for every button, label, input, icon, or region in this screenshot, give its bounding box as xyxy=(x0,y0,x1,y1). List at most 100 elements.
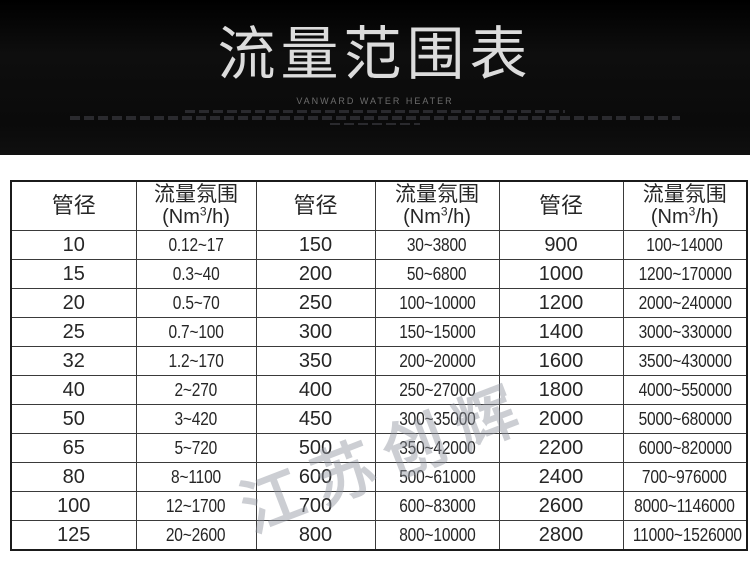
flow-header-unit: (Nm3/h) xyxy=(650,203,719,228)
flow-range-cell: 350~42000 xyxy=(374,433,500,463)
pipe-diameter-cell: 300 xyxy=(255,317,376,347)
flow-table-section: 管径 流量氛围 (Nm3/h) 管径 流量氛围 (Nm3/h) 管径 流量氛围 … xyxy=(10,180,748,551)
pipe-diameter-cell: 32 xyxy=(10,346,137,376)
flow-range-cell: 11000~1526000 xyxy=(622,520,748,551)
flow-range-cell: 30~3800 xyxy=(374,230,500,260)
flow-range-cell: 200~20000 xyxy=(374,346,500,376)
flow-range-cell: 700~976000 xyxy=(622,462,748,492)
spec-sheet: 流量范围表 VANWARD WATER HEATER 管径 流量氛围 (Nm3/… xyxy=(0,0,750,551)
flow-range-cell: 5000~680000 xyxy=(622,404,748,434)
flow-range-cell: 3500~430000 xyxy=(622,346,748,376)
flow-range-header: 流量氛围 (Nm3/h) xyxy=(374,180,500,231)
pipe-diameter-cell: 80 xyxy=(10,462,137,492)
table-row: 80 8~1100 600 500~61000 2400 700~976000 xyxy=(10,462,748,492)
flow-range-cell: 600~83000 xyxy=(374,491,500,521)
pipe-diameter-cell: 125 xyxy=(10,520,137,551)
table-row: 32 1.2~170 350 200~20000 1600 3500~43000… xyxy=(10,346,748,376)
flow-header-label: 流量氛围 xyxy=(154,183,238,207)
pipe-diameter-cell: 700 xyxy=(255,491,376,521)
pipe-diameter-cell: 10 xyxy=(10,230,137,260)
pipe-diameter-cell: 400 xyxy=(255,375,376,405)
pipe-diameter-cell: 40 xyxy=(10,375,137,405)
table-row: 50 3~420 450 300~35000 2000 5000~680000 xyxy=(10,404,748,434)
flow-range-cell: 8000~1146000 xyxy=(622,491,748,521)
flow-range-cell: 250~27000 xyxy=(374,375,500,405)
flow-range-cell: 2000~240000 xyxy=(622,288,748,318)
table-row: 20 0.5~70 250 100~10000 1200 2000~240000 xyxy=(10,288,748,318)
pipe-diameter-cell: 2200 xyxy=(498,433,624,463)
flow-range-cell: 100~10000 xyxy=(374,288,500,318)
pipe-diameter-cell: 65 xyxy=(10,433,137,463)
pipe-diameter-cell: 800 xyxy=(255,520,376,551)
flow-range-cell: 150~15000 xyxy=(374,317,500,347)
flow-header-unit: (Nm3/h) xyxy=(403,203,471,228)
flow-range-cell: 1.2~170 xyxy=(135,346,257,376)
pipe-diameter-cell: 350 xyxy=(255,346,376,376)
pipe-diameter-cell: 2600 xyxy=(498,491,624,521)
table-row: 125 20~2600 800 800~10000 2800 11000~152… xyxy=(10,520,748,551)
table-row: 25 0.7~100 300 150~15000 1400 3000~33000… xyxy=(10,317,748,347)
flow-header-unit: (Nm3/h) xyxy=(162,203,230,228)
pipe-diameter-cell: 450 xyxy=(255,404,376,434)
fine-print-line xyxy=(185,110,565,113)
pipe-diameter-cell: 1200 xyxy=(498,288,624,318)
flow-range-cell: 0.12~17 xyxy=(135,230,257,260)
flow-header-label: 流量氛围 xyxy=(642,183,727,207)
fine-print-lines xyxy=(0,110,750,125)
flow-range-header: 流量氛围 (Nm3/h) xyxy=(135,180,257,231)
pipe-diameter-cell: 900 xyxy=(498,230,624,260)
table-row: 40 2~270 400 250~27000 1800 4000~550000 xyxy=(10,375,748,405)
flow-range-cell: 800~10000 xyxy=(374,520,500,551)
pipe-diameter-cell: 1600 xyxy=(498,346,624,376)
flow-range-cell: 0.7~100 xyxy=(135,317,257,347)
pipe-diameter-header: 管径 xyxy=(255,180,376,231)
flow-header-label: 流量氛围 xyxy=(395,183,479,207)
pipe-diameter-cell: 2800 xyxy=(498,520,624,551)
fine-print-line xyxy=(70,116,680,120)
page-title: 流量范围表 xyxy=(217,22,533,87)
fine-print-line xyxy=(330,123,420,125)
pipe-diameter-cell: 500 xyxy=(255,433,376,463)
flow-range-cell: 50~6800 xyxy=(374,259,500,289)
pipe-diameter-cell: 2400 xyxy=(498,462,624,492)
pipe-diameter-cell: 600 xyxy=(255,462,376,492)
pipe-diameter-cell: 150 xyxy=(255,230,376,260)
pipe-diameter-cell: 1000 xyxy=(498,259,624,289)
pipe-diameter-header: 管径 xyxy=(498,180,624,231)
table-row: 100 12~1700 700 600~83000 2600 8000~1146… xyxy=(10,491,748,521)
pipe-diameter-cell: 200 xyxy=(255,259,376,289)
flow-range-cell: 12~1700 xyxy=(135,491,257,521)
pipe-diameter-header: 管径 xyxy=(10,180,137,231)
table-row: 65 5~720 500 350~42000 2200 6000~820000 xyxy=(10,433,748,463)
pipe-diameter-cell: 250 xyxy=(255,288,376,318)
pipe-diameter-cell: 1800 xyxy=(498,375,624,405)
pipe-diameter-cell: 20 xyxy=(10,288,137,318)
pipe-diameter-cell: 1400 xyxy=(498,317,624,347)
flow-range-cell: 100~14000 xyxy=(622,230,748,260)
table-row: 10 0.12~17 150 30~3800 900 100~14000 xyxy=(10,230,748,260)
flow-range-cell: 3~420 xyxy=(135,404,257,434)
pipe-diameter-cell: 2000 xyxy=(498,404,624,434)
flow-range-cell: 3000~330000 xyxy=(622,317,748,347)
pipe-diameter-cell: 100 xyxy=(10,491,137,521)
brand-subtitle: VANWARD WATER HEATER xyxy=(296,96,454,106)
flow-range-cell: 2~270 xyxy=(135,375,257,405)
flow-range-cell: 300~35000 xyxy=(374,404,500,434)
pipe-diameter-cell: 25 xyxy=(10,317,137,347)
flow-range-cell: 500~61000 xyxy=(374,462,500,492)
hero-banner: 流量范围表 VANWARD WATER HEATER xyxy=(0,0,750,155)
pipe-diameter-cell: 50 xyxy=(10,404,137,434)
table-header-row: 管径 流量氛围 (Nm3/h) 管径 流量氛围 (Nm3/h) 管径 流量氛围 … xyxy=(10,180,748,231)
flow-range-cell: 5~720 xyxy=(135,433,257,463)
flow-range-cell: 8~1100 xyxy=(135,462,257,492)
table-row: 15 0.3~40 200 50~6800 1000 1200~170000 xyxy=(10,259,748,289)
flow-range-header: 流量氛围 (Nm3/h) xyxy=(622,180,748,231)
flow-range-cell: 6000~820000 xyxy=(622,433,748,463)
flow-range-cell: 1200~170000 xyxy=(622,259,748,289)
pipe-diameter-cell: 15 xyxy=(10,259,137,289)
flow-range-cell: 0.3~40 xyxy=(135,259,257,289)
flow-range-cell: 0.5~70 xyxy=(135,288,257,318)
flow-range-table: 管径 流量氛围 (Nm3/h) 管径 流量氛围 (Nm3/h) 管径 流量氛围 … xyxy=(10,180,748,551)
flow-range-cell: 20~2600 xyxy=(135,520,257,551)
flow-range-cell: 4000~550000 xyxy=(622,375,748,405)
